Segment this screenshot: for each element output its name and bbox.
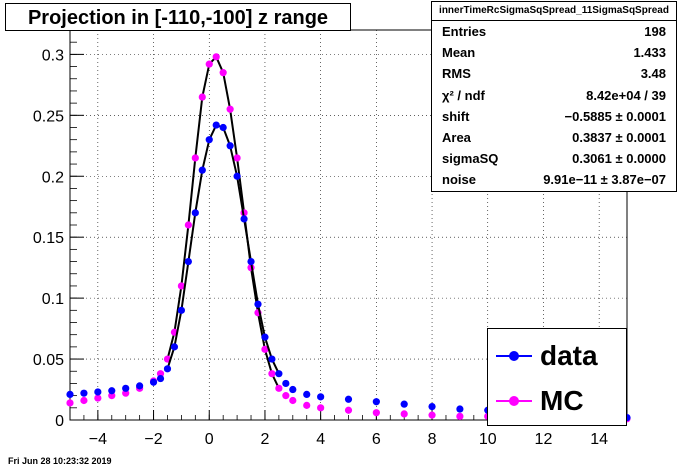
x-tick-label: 0	[205, 431, 214, 448]
data-point	[247, 257, 255, 266]
x-tick-label: −4	[89, 431, 107, 448]
data-point	[191, 154, 199, 162]
data-point	[303, 390, 311, 399]
data-point	[212, 121, 220, 129]
x-tick-label: 2	[260, 431, 269, 448]
data-point	[226, 142, 234, 150]
data-point	[372, 398, 380, 406]
x-tick-label: 10	[479, 431, 497, 448]
data-point	[108, 387, 116, 395]
data-point	[80, 389, 88, 397]
legend-label-data: data	[540, 340, 598, 371]
data-point	[163, 365, 172, 373]
y-tick-label: 0.2	[42, 169, 64, 186]
y-tick-label: 0.15	[33, 230, 64, 247]
data-point	[275, 370, 283, 378]
y-tick-label: 0.25	[33, 108, 64, 125]
stats-row-entries: Entries 198	[442, 24, 666, 39]
x-tick-label: 8	[428, 431, 437, 448]
data-point	[428, 411, 436, 419]
data-point	[303, 401, 311, 409]
legend-label-mc: MC	[540, 385, 584, 416]
data-point	[289, 396, 297, 405]
stats-title: innerTimeRcSigmaSqSpread_11SigmaSqSpread	[432, 2, 676, 21]
y-tick-label: 0	[55, 413, 64, 430]
data-point	[233, 154, 241, 162]
x-tick-label: 14	[590, 431, 608, 448]
data-point	[94, 388, 102, 396]
timestamp-footer: Fri Jun 28 10:23:32 2019	[8, 456, 112, 466]
data-point	[233, 172, 241, 180]
data-point	[94, 394, 102, 402]
legend-entry-data: data	[488, 336, 628, 376]
stats-row-sigmasq: sigmaSQ 0.3061 ± 0.0000	[442, 151, 666, 167]
stats-row-area: Area 0.3837 ± 0.0001	[442, 129, 666, 145]
data-point	[191, 209, 199, 217]
data-point	[282, 379, 290, 388]
data-point	[184, 257, 192, 266]
chart-title: Projection in [-110,-100] z range	[5, 3, 351, 31]
data-point	[456, 412, 464, 420]
stats-row-rms: RMS 3.48	[442, 66, 666, 82]
data-point	[268, 370, 276, 378]
x-tick-label: 4	[316, 431, 325, 448]
data-point	[66, 390, 74, 399]
data-point	[177, 282, 185, 290]
legend-marker-data	[509, 351, 519, 361]
data-point	[400, 400, 408, 408]
data-point	[136, 382, 144, 390]
data-point	[219, 123, 227, 132]
stats-row-shift: shift −0.5885 ± 0.0001	[442, 108, 666, 124]
data-point	[198, 93, 206, 101]
data-point	[344, 395, 353, 403]
data-point	[184, 221, 192, 229]
data-point	[226, 105, 234, 113]
y-tick-label: 0.1	[42, 291, 64, 308]
data-point	[205, 136, 213, 144]
data-point	[275, 384, 283, 392]
data-point	[400, 410, 408, 418]
data-point	[205, 60, 213, 68]
x-tick-label: −2	[144, 431, 162, 448]
data-point	[344, 406, 353, 414]
data-point	[428, 402, 436, 411]
series-mc	[66, 53, 631, 423]
data-point	[66, 399, 74, 407]
legend-entry-mc: MC	[488, 381, 628, 421]
legend-marker-mc	[509, 396, 519, 406]
stats-box: innerTimeRcSigmaSqSpread_11SigmaSqSpread…	[431, 1, 677, 192]
y-tick-label: 0.3	[42, 47, 64, 64]
data-point	[261, 345, 269, 353]
data-point	[317, 404, 325, 412]
data-point	[372, 409, 380, 417]
data-point	[240, 215, 248, 223]
data-point	[149, 378, 158, 386]
data-point	[317, 393, 325, 401]
data-point	[212, 53, 220, 61]
data-point	[219, 69, 227, 77]
data-point	[198, 166, 206, 174]
stats-row-noise: noise 9.91e−11 ± 3.87e−07	[442, 172, 666, 188]
stats-row-chi2: χ² / ndf 8.42e+04 / 39	[442, 87, 666, 103]
data-point	[282, 392, 290, 400]
data-point	[80, 396, 88, 405]
data-point	[261, 333, 269, 341]
legend: data MC	[487, 328, 627, 426]
data-point	[177, 306, 185, 314]
stats-row-mean: Mean 1.433	[442, 45, 666, 61]
x-tick-label: 12	[535, 431, 553, 448]
data-point	[156, 374, 165, 383]
data-point	[170, 343, 179, 351]
data-point	[254, 300, 262, 308]
data-point	[456, 405, 464, 413]
x-tick-label: 6	[372, 431, 381, 448]
data-point	[122, 384, 130, 392]
data-point	[289, 385, 297, 394]
y-axis: 0 0.05 0.1 0.15 0.2 0.25 0.3	[33, 41, 84, 430]
data-point	[268, 355, 276, 363]
y-tick-label: 0.05	[33, 352, 64, 369]
